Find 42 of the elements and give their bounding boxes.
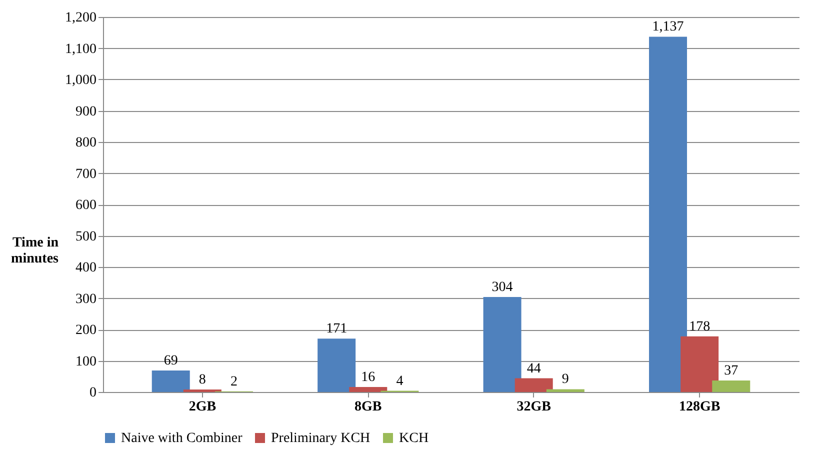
y-tick-label: 1,200 [65, 10, 96, 26]
data-label: 44 [526, 361, 541, 376]
y-tick-label: 500 [76, 229, 96, 244]
bar [318, 338, 356, 392]
y-tick-label: 0 [90, 386, 96, 400]
y-tick-label: 200 [76, 323, 96, 338]
bar [546, 389, 584, 392]
data-label: 4 [396, 374, 404, 389]
y-tick-label: 800 [76, 136, 96, 150]
legend-label: Naive with Combiner [121, 431, 243, 446]
data-label: 304 [492, 280, 513, 295]
y-tick-label: 600 [76, 198, 96, 213]
data-label: 69 [164, 353, 178, 368]
legend-label: KCH [399, 431, 429, 446]
y-tick-label: 400 [76, 260, 96, 276]
data-label: 37 [724, 363, 738, 378]
data-label: 2 [230, 374, 238, 390]
x-tick-label: 128GB [678, 400, 720, 414]
data-label: 178 [689, 319, 710, 334]
y-tick-label: 300 [76, 292, 96, 307]
data-label: 16 [361, 370, 376, 385]
y-tick-label: 1,000 [65, 73, 96, 88]
y-tick-label: 1,100 [65, 42, 96, 57]
bar [483, 297, 522, 392]
legend-label: Preliminary KCH [271, 431, 370, 446]
bar [514, 378, 553, 392]
y-tick-label: 100 [76, 354, 96, 370]
y-tick-label: 900 [76, 104, 96, 120]
bar [712, 380, 750, 392]
bar [680, 336, 719, 392]
x-tick-label: 2GB [188, 400, 216, 414]
bar [649, 36, 688, 392]
bar [349, 387, 388, 392]
x-tick-label: 32GB [516, 400, 551, 414]
y-axis-title: Time in minutes [11, 236, 60, 266]
y-tick-label: 700 [76, 166, 96, 182]
x-tick-label: 8GB [354, 400, 382, 414]
data-label: 9 [562, 372, 569, 388]
data-label: 1,137 [652, 20, 684, 35]
data-label: 8 [198, 372, 206, 388]
data-label: 171 [326, 322, 348, 337]
bar [152, 370, 190, 392]
